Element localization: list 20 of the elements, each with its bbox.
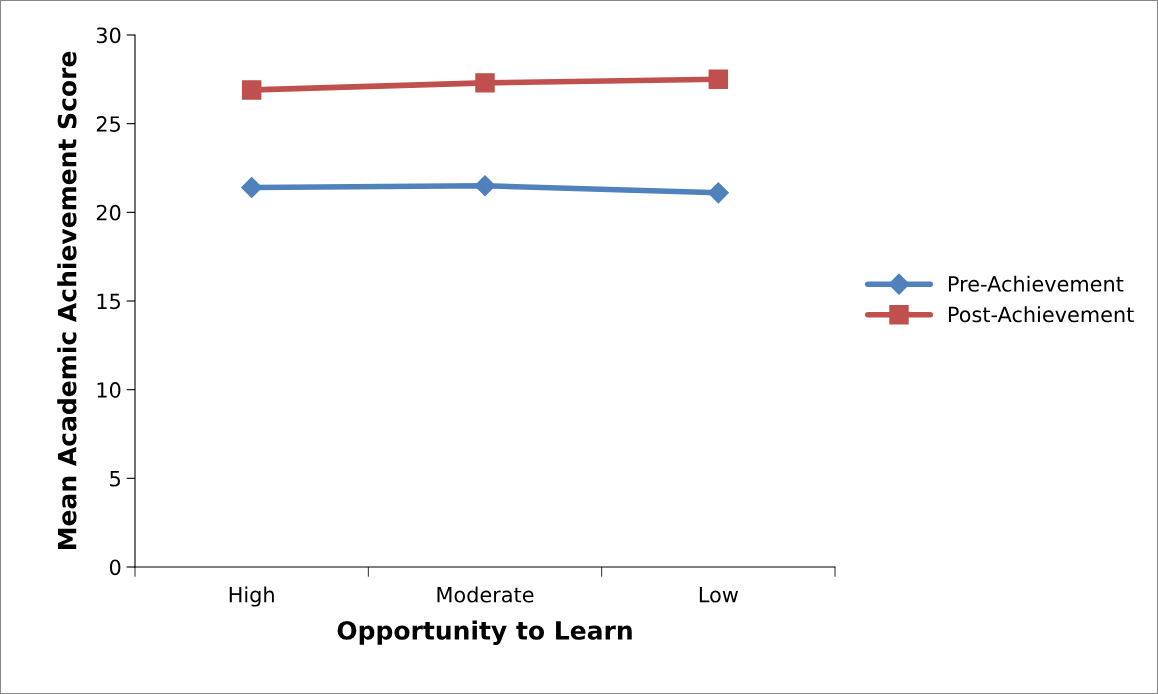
x-tick-label: Moderate — [437, 586, 534, 603]
x-axis-title: Opportunity to Learn — [337, 620, 632, 645]
point — [707, 182, 729, 204]
y-tick-label: 25 — [96, 116, 120, 132]
x-tick-label: High — [229, 586, 274, 607]
y-tick-label: 30 — [96, 27, 121, 44]
y-tick-label: 0 — [109, 559, 121, 576]
legend-label: Post-Achievement — [948, 306, 1134, 323]
y-axis-title: Mean Academic Achievement Score — [57, 51, 77, 550]
point — [241, 176, 263, 199]
point — [708, 69, 729, 90]
legend-label: Pre-Achievement — [948, 275, 1124, 292]
point — [474, 175, 496, 197]
x-tick-label: Low — [699, 587, 738, 603]
y-tick-label: 5 — [110, 471, 120, 487]
point — [241, 80, 262, 100]
y-tick-label: 20 — [96, 204, 121, 221]
point — [475, 73, 495, 93]
y-tick-label: 15 — [97, 293, 120, 310]
y-tick-label: 10 — [97, 382, 121, 398]
